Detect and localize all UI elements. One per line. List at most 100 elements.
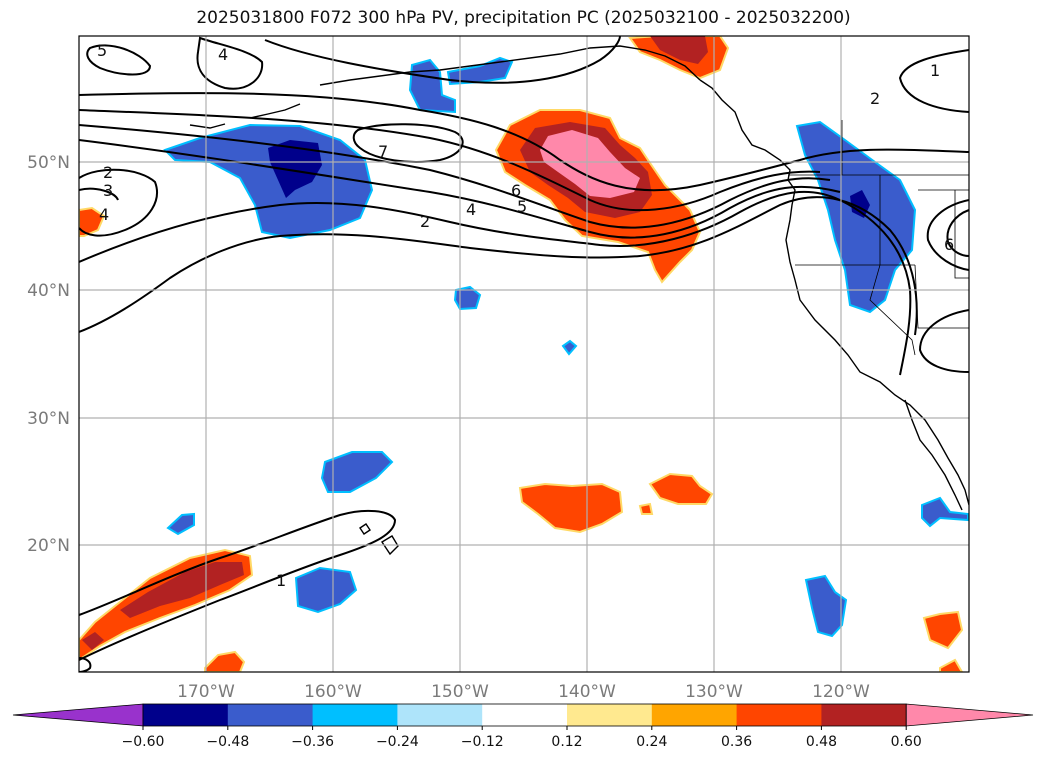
graticule: [79, 36, 969, 672]
pos-core-alaska: [650, 36, 708, 64]
coastlines: [189, 45, 969, 556]
colorbar-swatch: [482, 704, 568, 726]
colorbar-swatch: [821, 704, 907, 726]
pv-contour-15: [918, 309, 969, 373]
lat-tick-label: 40°N: [27, 281, 70, 301]
north-america-coast: [699, 79, 969, 506]
colorbar-extend-high: [905, 703, 1034, 727]
lat-tick-label: 30°N: [27, 409, 70, 429]
pos-region-west-edge: [79, 206, 106, 237]
pos-region-mexico: [922, 610, 964, 650]
colorbar-swatch: [736, 704, 822, 726]
pos-region-tropics-east: [648, 472, 714, 505]
pv-contour-4: [79, 139, 841, 239]
lon-tick-label: 140°W: [558, 682, 616, 702]
contour-labels: 5 4 1 2 7 2 3 4 6 4 5 2 6 1: [97, 41, 954, 590]
neg-region-small-2: [166, 512, 195, 536]
colorbar-swatches: [12, 703, 1034, 727]
contour-label: 5: [97, 41, 107, 60]
lon-tick-label: 170°W: [177, 682, 235, 702]
pv-contour-9: [86, 44, 152, 76]
pv-contour-7: [79, 168, 158, 237]
colorbar-extend-low: [12, 703, 144, 727]
pos-core-tropics-west: [82, 632, 104, 650]
colorbar-tick-label: −0.24: [376, 734, 419, 750]
pv-contour-2: [79, 109, 821, 212]
lon-tick-label: 150°W: [431, 682, 489, 702]
contour-label: 6: [511, 181, 521, 200]
colorbar-swatch: [312, 704, 398, 726]
contour-label: 7: [378, 142, 388, 161]
lon-tick-label: 120°W: [812, 682, 870, 702]
alaska-coast: [319, 45, 701, 86]
neg-region-hawaii-north: [320, 451, 394, 493]
pv-contour-5: [79, 190, 912, 376]
map-frame: [78, 35, 970, 673]
negative-precip-shading: [163, 56, 969, 638]
contour-label: 5: [517, 197, 527, 216]
neg-core-central-pacific: [268, 140, 322, 198]
contour-label: 1: [276, 571, 286, 590]
contour-label: 3: [103, 181, 113, 200]
pv-contours: [79, 36, 969, 672]
pv-contour-3: [79, 124, 831, 229]
pv-contour-13: [926, 199, 969, 271]
colorbar-tick-label: −0.36: [291, 734, 334, 750]
colorbar-tick-label: −0.60: [122, 734, 165, 750]
pos-region-small-dot: [638, 502, 654, 515]
pv-contour-7b: [79, 187, 119, 201]
pv-contour-12: [898, 49, 969, 113]
colorbar-tick-label: 0.48: [806, 734, 837, 750]
pv-contour-1: [79, 92, 969, 192]
colorbar-swatch: [143, 704, 229, 726]
colorbar-frame: [142, 703, 907, 727]
hawaii-big: [381, 535, 399, 556]
pos-region-mexico-2: [939, 658, 964, 672]
contour-label: 1: [930, 61, 940, 80]
neg-region-west-coast: [795, 120, 917, 314]
contour-label: 4: [466, 200, 476, 219]
pv-contour-14: [946, 209, 969, 257]
neg-region-small-1: [453, 285, 482, 311]
colorbar-tick-label: 0.36: [721, 734, 752, 750]
neg-region-central-pacific: [163, 123, 374, 240]
colorbar: −0.60 −0.48 −0.36 −0.24 −0.12 0.12 0.24 0.36 0.4…: [12, 703, 1034, 750]
pv-contour-10: [196, 36, 264, 90]
map-title: 2025031800 F072 300 hPa PV, precipitatio…: [196, 8, 851, 28]
aleutian-2: [249, 103, 301, 119]
contour-label: 2: [870, 89, 880, 108]
neg-region-small-3: [561, 339, 578, 356]
pv-contour-6: [79, 196, 918, 336]
neg-region-gulf-alaska: [408, 58, 456, 114]
longitude-tick-labels: 170°W 160°W 150°W 140°W 130°W 120°W: [177, 682, 870, 702]
strongest-positive-precip: [540, 130, 640, 198]
lat-tick-label: 50°N: [27, 153, 70, 173]
pv-contour-16: [79, 509, 397, 661]
lon-tick-label: 160°W: [304, 682, 362, 702]
pos-core-tropics: [120, 562, 244, 618]
colorbar-swatch: [651, 704, 738, 726]
lat-tick-label: 20°N: [27, 536, 70, 556]
pos-region-bottom: [204, 650, 246, 672]
contour-label: 2: [103, 163, 113, 182]
neg-region-hawaii-south: [294, 566, 358, 614]
colorbar-tick-label: 0.60: [891, 734, 922, 750]
colorbar-tick-label: −0.12: [461, 734, 504, 750]
pos-peak-ne-pacific: [540, 130, 640, 198]
pos-region-tropics-center: [518, 482, 624, 534]
lon-tick-label: 130°W: [685, 682, 743, 702]
pv-contour-8: [352, 123, 464, 163]
contour-label: 4: [218, 45, 228, 64]
colorbar-tick-label: 0.12: [551, 734, 582, 750]
contour-label: 2: [420, 212, 430, 231]
colorbar-ticks: −0.60 −0.48 −0.36 −0.24 −0.12 0.12 0.24 0.36 0.4…: [122, 726, 922, 750]
colorbar-swatch: [227, 704, 314, 726]
neg-region-mexico-offshore: [804, 574, 848, 638]
colorbar-tick-label: 0.24: [636, 734, 667, 750]
hawaii-oahu: [359, 523, 371, 535]
neg-region-baja: [921, 496, 969, 528]
map-plot-area: 5 4 1 2 7 2 3 4 6 4 5 2 6 1: [79, 36, 969, 672]
baja-coast: [904, 399, 963, 511]
aleutian-1: [189, 123, 226, 129]
